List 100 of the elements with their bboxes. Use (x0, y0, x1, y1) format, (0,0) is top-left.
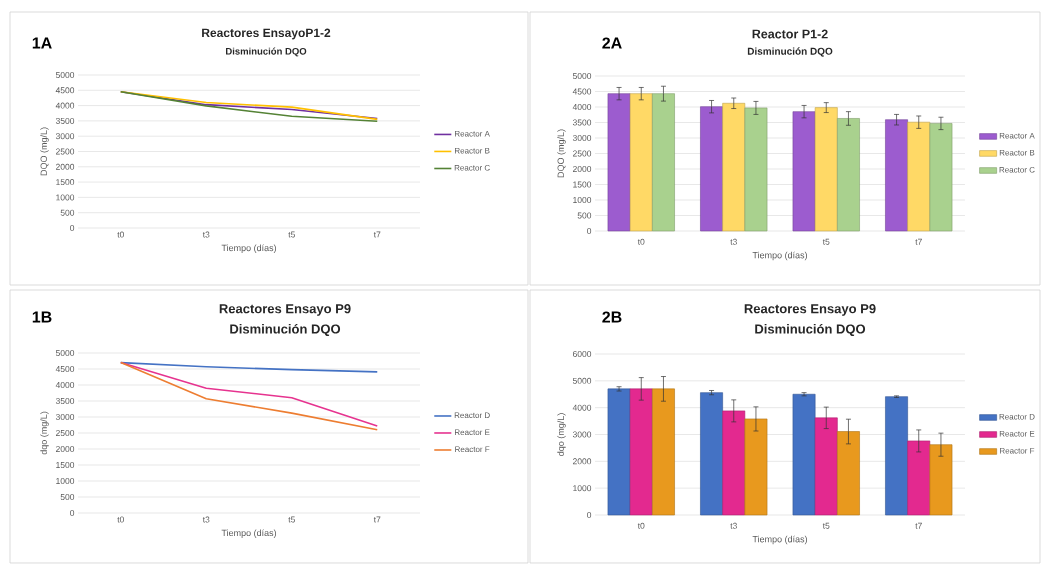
y-tick-label: 0 (587, 227, 592, 234)
y-tick-label: 3000 (55, 133, 75, 140)
y-tick-label: 2500 (572, 150, 592, 157)
bar (629, 93, 653, 232)
y-axis-title: dqo (mg/L) (557, 413, 566, 456)
y-tick-label: 6000 (573, 350, 592, 357)
x-axis-title: Tiempo (días) (752, 251, 808, 261)
bar (907, 121, 931, 232)
bar (814, 417, 838, 516)
y-tick-label: 3000 (572, 431, 592, 438)
bar (792, 393, 816, 516)
x-tick-label: t3 (730, 522, 737, 529)
y-axis-title: dqo (mg/L) (40, 411, 49, 455)
bar (885, 119, 908, 232)
y-tick-label: 1000 (56, 477, 75, 484)
y-tick-label: 4500 (55, 365, 75, 372)
x-tick-label: t3 (730, 238, 737, 245)
bar (700, 392, 723, 516)
text: 2B (602, 311, 622, 323)
x-tick-label: t7 (915, 238, 922, 245)
bar (607, 93, 631, 232)
y-tick-label: 4000 (55, 381, 75, 388)
y-tick-label: 1500 (56, 179, 75, 186)
bar (837, 118, 860, 232)
legend-label: Reactor B (455, 147, 490, 154)
text: 1A (32, 37, 52, 49)
y-tick-label: 3500 (55, 397, 75, 404)
y-tick-label: 0 (70, 224, 75, 231)
x-tick-label: t0 (117, 231, 124, 238)
y-tick-label: 0 (70, 509, 75, 516)
x-tick-label: t0 (637, 522, 645, 529)
bar (607, 388, 631, 516)
y-tick-label: 500 (60, 493, 75, 500)
legend-label: Reactor E (455, 429, 490, 436)
y-tick-label: 4500 (55, 87, 75, 94)
chart-title: Reactor P1-2 (752, 29, 828, 39)
y-tick-label: 2000 (55, 445, 75, 452)
chart-subtitle: Disminución DQO (747, 47, 833, 57)
y-tick-label: 3500 (572, 119, 592, 126)
y-tick-label: 1500 (573, 181, 592, 188)
y-tick-label: 1000 (573, 485, 592, 492)
y-tick-label: 0 (587, 511, 592, 518)
bar (629, 388, 653, 516)
y-tick-label: 4000 (572, 103, 592, 110)
y-tick-label: 4500 (572, 88, 592, 95)
chart-subtitle: Disminución DQO (226, 47, 307, 57)
y-tick-label: 2000 (572, 458, 592, 465)
chart-title: Reactores Ensayo P9 (744, 304, 876, 316)
bar (722, 102, 746, 232)
bar (929, 123, 953, 232)
legend-label: Reactor E (999, 430, 1035, 437)
y-tick-label: 1000 (573, 196, 592, 203)
x-tick-label: t7 (915, 522, 922, 529)
y-tick-label: 4000 (55, 102, 75, 109)
x-axis-title: Tiempo (días) (752, 535, 808, 545)
legend-label: Reactor D (454, 412, 490, 419)
bar (885, 396, 908, 516)
y-tick-label: 3500 (55, 117, 75, 124)
bar (722, 410, 746, 516)
chart-title: Reactores EnsayoP1-2 (202, 28, 331, 40)
bar (744, 418, 768, 516)
y-tick-label: 1000 (56, 194, 75, 201)
bar (814, 107, 838, 232)
y-tick-label: 2000 (572, 165, 592, 172)
legend-label: Reactor C (454, 164, 490, 171)
bar (652, 93, 675, 232)
x-tick-label: t5 (288, 231, 295, 238)
y-tick-label: 2500 (55, 148, 75, 155)
chart-title: Reactores Ensayo P9 (219, 304, 351, 316)
y-tick-label: 5000 (572, 72, 592, 79)
x-tick-label: t5 (822, 238, 830, 245)
legend-label: Reactor A (999, 132, 1035, 139)
bar (792, 111, 816, 232)
legend-label: Reactor B (999, 149, 1035, 156)
x-tick-label: t3 (202, 231, 210, 238)
y-tick-label: 5000 (572, 377, 592, 384)
x-tick-label: t0 (117, 516, 124, 523)
x-tick-label: t7 (373, 516, 381, 523)
legend-label: Reactor D (999, 413, 1035, 420)
bar (907, 440, 931, 516)
y-tick-label: 2500 (55, 429, 75, 436)
bar (837, 431, 860, 516)
x-tick-label: t5 (288, 516, 295, 523)
x-tick-label: t0 (637, 238, 645, 245)
x-axis-title: Tiempo (días) (221, 529, 277, 538)
chart-subtitle: Disminución DQO (755, 323, 866, 337)
x-axis-title: Tiempo (días) (221, 244, 277, 253)
y-tick-label: 3000 (55, 413, 75, 420)
y-tick-label: 5000 (55, 349, 75, 356)
chart-subtitle: Disminución DQO (230, 323, 341, 337)
bar (652, 388, 675, 516)
y-tick-label: 1500 (56, 461, 75, 468)
x-tick-label: t7 (373, 231, 381, 238)
y-tick-label: 500 (60, 209, 75, 216)
y-tick-label: 2000 (55, 163, 75, 170)
x-tick-label: t3 (202, 516, 210, 523)
y-tick-label: 3000 (572, 134, 592, 141)
bar (744, 107, 768, 232)
y-tick-label: 500 (577, 212, 592, 219)
x-tick-label: t5 (822, 522, 830, 529)
